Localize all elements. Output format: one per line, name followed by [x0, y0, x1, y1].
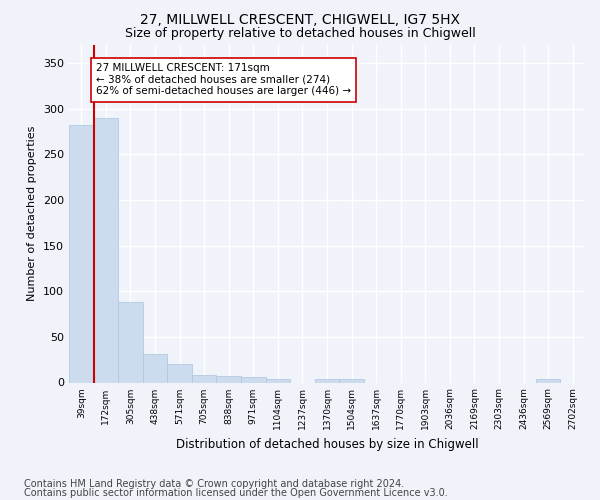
Y-axis label: Number of detached properties: Number of detached properties — [28, 126, 37, 302]
Text: Contains HM Land Registry data © Crown copyright and database right 2024.: Contains HM Land Registry data © Crown c… — [24, 479, 404, 489]
Bar — [143, 354, 167, 382]
Bar — [536, 379, 560, 382]
Bar — [167, 364, 192, 382]
Text: 27, MILLWELL CRESCENT, CHIGWELL, IG7 5HX: 27, MILLWELL CRESCENT, CHIGWELL, IG7 5HX — [140, 12, 460, 26]
Bar — [266, 379, 290, 382]
Bar — [217, 376, 241, 382]
X-axis label: Distribution of detached houses by size in Chigwell: Distribution of detached houses by size … — [176, 438, 478, 451]
Bar — [339, 379, 364, 382]
Bar — [94, 118, 118, 382]
Bar — [192, 375, 217, 382]
Text: Size of property relative to detached houses in Chigwell: Size of property relative to detached ho… — [125, 28, 475, 40]
Text: 27 MILLWELL CRESCENT: 171sqm
← 38% of detached houses are smaller (274)
62% of s: 27 MILLWELL CRESCENT: 171sqm ← 38% of de… — [96, 63, 351, 96]
Bar — [241, 377, 266, 382]
Bar — [69, 126, 94, 382]
Text: Contains public sector information licensed under the Open Government Licence v3: Contains public sector information licen… — [24, 488, 448, 498]
Bar — [315, 379, 339, 382]
Bar — [118, 302, 143, 382]
